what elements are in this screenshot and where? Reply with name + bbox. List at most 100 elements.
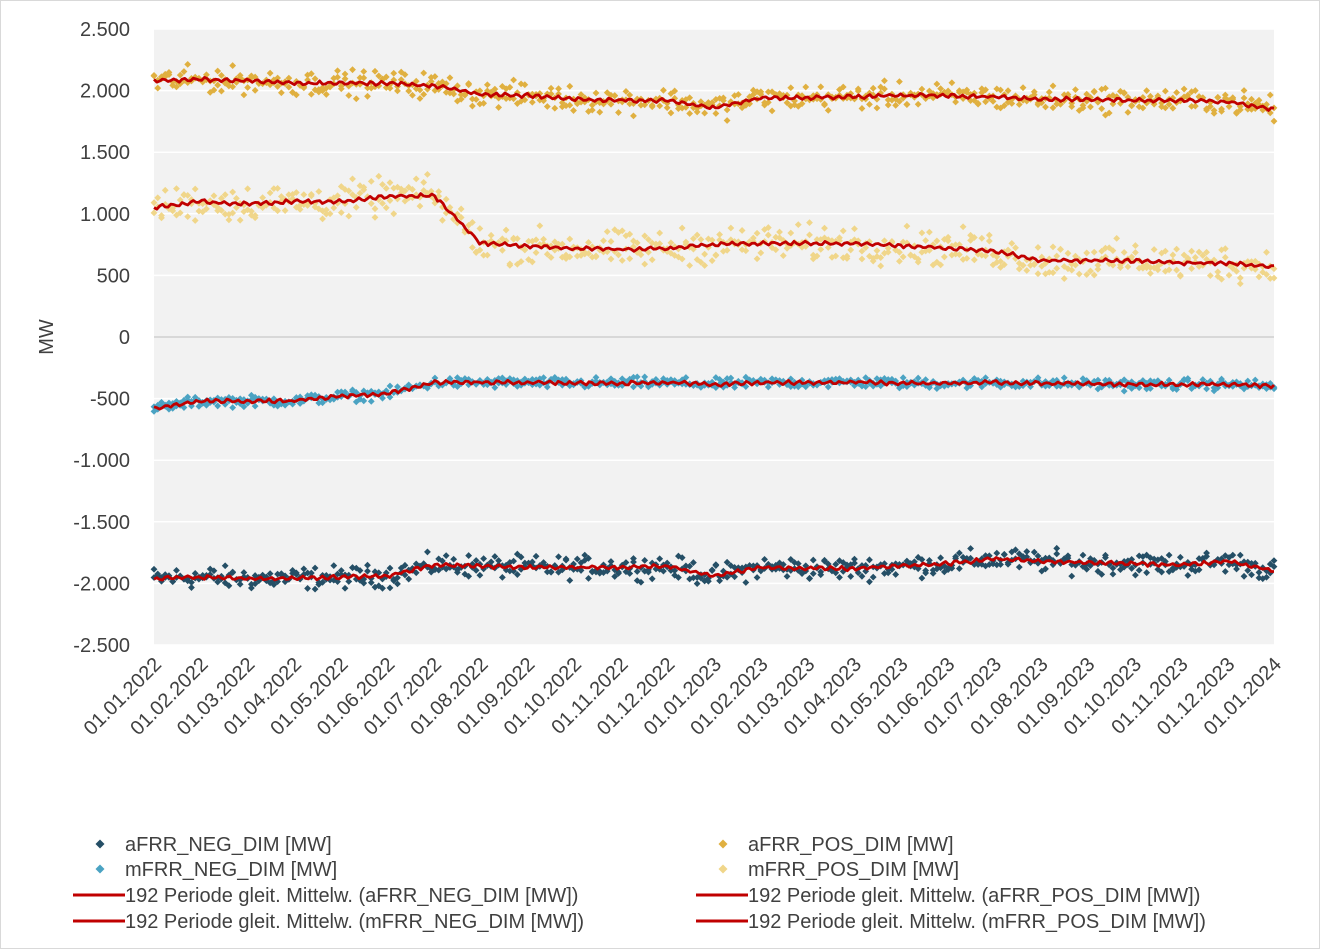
data-point [1135, 384, 1143, 392]
data-point [1195, 555, 1203, 562]
data-point [379, 199, 386, 207]
data-point [1030, 91, 1038, 99]
data-point [1019, 382, 1027, 390]
data-point [468, 219, 476, 226]
data-point [446, 203, 454, 211]
data-point [626, 570, 634, 577]
data-point [809, 556, 817, 564]
data-point [1057, 245, 1064, 253]
data-point [618, 257, 626, 264]
data-point [731, 384, 739, 391]
data-point [397, 76, 405, 84]
data-point [974, 100, 982, 108]
data-point [753, 88, 761, 96]
data-point [955, 549, 963, 557]
data-point [1087, 103, 1094, 111]
data-point [225, 82, 233, 90]
data-point [967, 545, 974, 552]
data-point [993, 561, 1001, 569]
data-point [1225, 561, 1233, 569]
data-point [483, 81, 491, 89]
data-point [439, 557, 446, 565]
data-point [1038, 99, 1046, 107]
data-point [349, 175, 356, 183]
data-point [862, 244, 870, 252]
data-point [386, 179, 394, 187]
data-point [1195, 248, 1203, 256]
data-point [1233, 267, 1240, 275]
data-point [1251, 105, 1259, 113]
y-tick-label: 500 [97, 265, 130, 287]
data-point [345, 92, 353, 99]
data-point [150, 72, 158, 80]
data-point [435, 188, 443, 195]
data-point [1019, 261, 1027, 269]
data-point [1098, 247, 1106, 255]
data-point [158, 214, 165, 222]
data-point [150, 565, 158, 573]
data-point [836, 573, 843, 581]
data-point [783, 572, 791, 580]
data-point [896, 98, 903, 105]
data-point [446, 375, 454, 382]
data-point [210, 86, 218, 94]
data-point [214, 578, 222, 586]
data-point [648, 256, 656, 264]
data-point [615, 251, 622, 259]
legend-label: 192 Periode gleit. Mittelw. (mFRR_POS_DI… [748, 911, 1206, 933]
data-point [723, 117, 731, 124]
data-point [588, 106, 596, 114]
data-point [169, 207, 177, 215]
data-point [379, 394, 386, 402]
data-point [1098, 570, 1106, 578]
data-point [439, 216, 446, 224]
data-point [1199, 94, 1207, 102]
data-point [1072, 252, 1079, 260]
data-point [723, 246, 731, 254]
data-point [1030, 548, 1038, 556]
data-point [555, 85, 562, 93]
data-point [214, 81, 222, 89]
data-point [1053, 544, 1061, 552]
data-point [300, 191, 308, 199]
data-point [266, 189, 274, 197]
data-point [1124, 263, 1132, 271]
data-point [244, 206, 252, 214]
data-point [1132, 242, 1139, 249]
data-point [292, 91, 300, 99]
data-point [701, 262, 709, 269]
data-point [476, 100, 484, 108]
data-point [824, 244, 832, 251]
legend-item: aFRR_POS_DIM [MW] [718, 834, 954, 856]
data-point [1015, 101, 1023, 108]
data-point [678, 224, 686, 232]
data-point [1132, 571, 1139, 579]
data-point [1270, 557, 1278, 565]
data-point [495, 104, 503, 111]
data-point [233, 204, 240, 212]
data-point [1203, 105, 1210, 113]
data-point [236, 580, 244, 588]
data-point [528, 90, 536, 98]
data-point [1199, 261, 1207, 269]
data-point [214, 402, 222, 410]
data-point [997, 561, 1004, 568]
data-point [247, 207, 255, 215]
data-point [521, 559, 529, 567]
data-point [472, 566, 480, 574]
data-point [1068, 572, 1076, 580]
data-point [1030, 261, 1038, 268]
data-point [1075, 256, 1083, 263]
data-point [914, 100, 922, 108]
data-point [768, 107, 776, 115]
data-point [697, 98, 705, 106]
data-point [1124, 108, 1132, 116]
data-point [532, 249, 540, 257]
data-point [510, 234, 517, 242]
data-point [304, 76, 311, 84]
data-point [1266, 91, 1274, 99]
data-point [592, 252, 600, 260]
y-tick-label: 1.000 [80, 204, 130, 226]
data-point [858, 247, 866, 255]
